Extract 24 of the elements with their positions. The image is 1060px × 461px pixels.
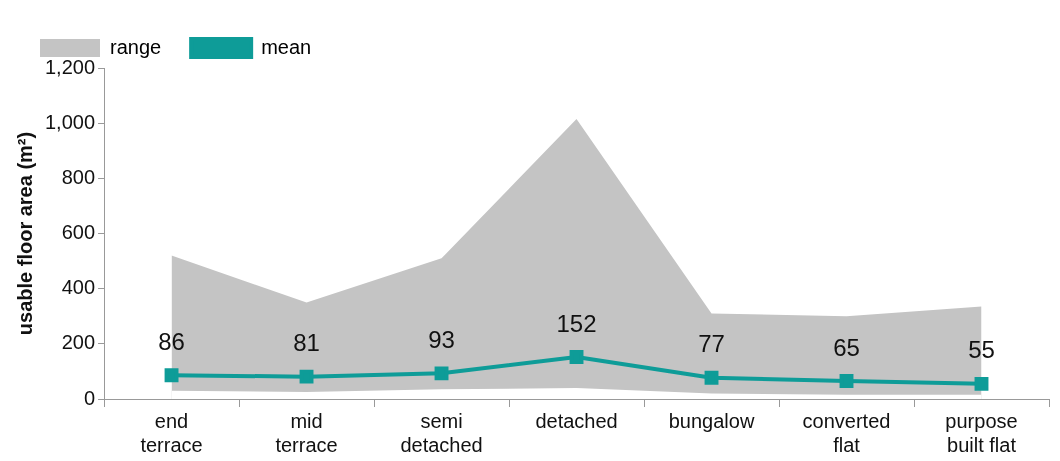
y-tick-label: 1,200 — [44, 55, 96, 78]
data-label: 77 — [698, 330, 725, 358]
data-label: 65 — [833, 333, 860, 361]
y-tick-label: 200 — [61, 331, 96, 354]
data-label: 86 — [158, 327, 185, 355]
x-tick-label: detached — [535, 409, 618, 432]
y-tick-label: 600 — [61, 221, 96, 244]
x-tick-label: bungalow — [668, 409, 755, 432]
x-tick-label: mid terrace — [275, 409, 338, 456]
data-label: 152 — [556, 309, 597, 337]
y-tick-label: 800 — [61, 165, 96, 188]
y-tick-label: 1,000 — [44, 110, 96, 133]
data-label: 93 — [428, 325, 455, 353]
x-tick-label: purpose built flat — [945, 409, 1018, 456]
y-tick-label: 400 — [61, 276, 96, 299]
x-tick-label: semi detached — [400, 409, 483, 456]
legend-label: mean — [261, 35, 312, 58]
y-tick-label: 0 — [83, 386, 96, 409]
y-axis-title: usable floor area (m²) — [13, 131, 36, 336]
data-label: 81 — [293, 329, 320, 357]
x-tick-label: converted flat — [802, 409, 891, 456]
data-label: 55 — [968, 336, 995, 364]
x-tick-label: end terrace — [140, 409, 203, 456]
legend-label: range — [110, 35, 162, 58]
